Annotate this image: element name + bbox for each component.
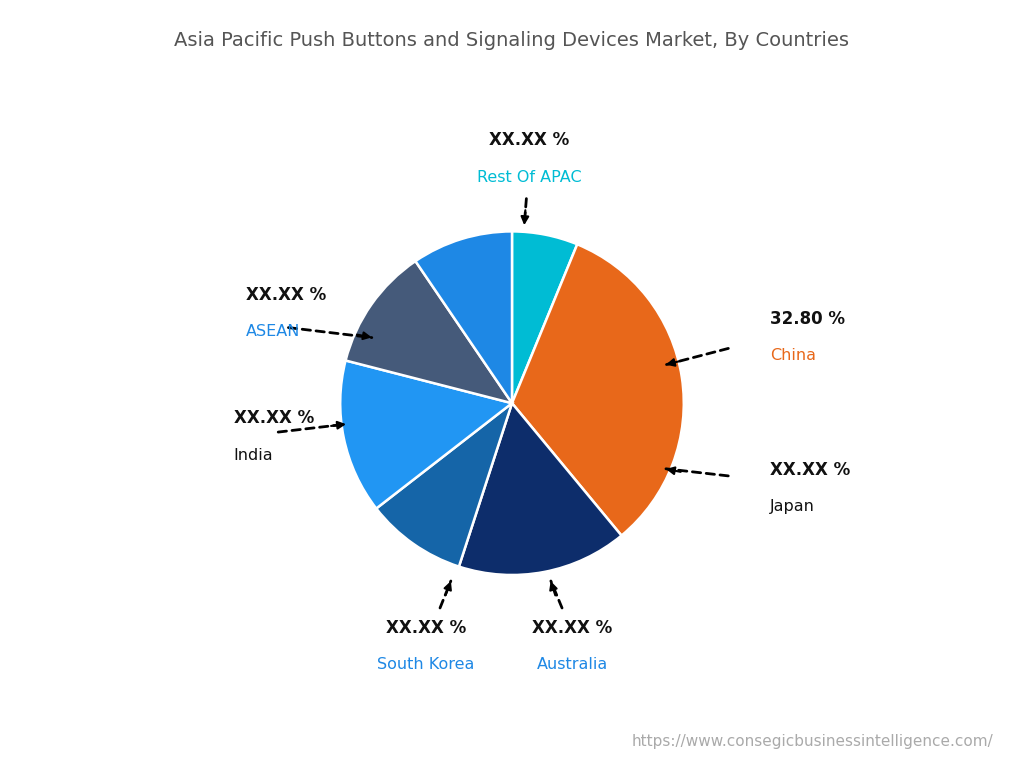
Text: ASEAN: ASEAN [246, 324, 300, 339]
Text: XX.XX %: XX.XX % [532, 619, 612, 637]
Wedge shape [376, 403, 512, 567]
Text: Japan: Japan [770, 499, 814, 515]
Text: South Korea: South Korea [378, 657, 475, 673]
Wedge shape [346, 261, 512, 403]
Text: Rest Of APAC: Rest Of APAC [477, 170, 582, 184]
Wedge shape [512, 244, 684, 535]
Text: 32.80 %: 32.80 % [770, 310, 845, 328]
Text: https://www.consegicbusinessintelligence.com/: https://www.consegicbusinessintelligence… [632, 733, 993, 749]
Wedge shape [459, 403, 622, 575]
Text: Australia: Australia [537, 657, 608, 673]
Text: XX.XX %: XX.XX % [233, 409, 314, 427]
Text: XX.XX %: XX.XX % [489, 131, 569, 149]
Wedge shape [340, 360, 512, 508]
Text: XX.XX %: XX.XX % [770, 461, 850, 478]
Wedge shape [512, 231, 578, 403]
Text: XX.XX %: XX.XX % [386, 619, 466, 637]
Text: India: India [233, 448, 273, 463]
Text: China: China [770, 348, 816, 363]
Text: XX.XX %: XX.XX % [246, 286, 326, 303]
Wedge shape [416, 231, 512, 403]
Text: Asia Pacific Push Buttons and Signaling Devices Market, By Countries: Asia Pacific Push Buttons and Signaling … [174, 31, 850, 50]
